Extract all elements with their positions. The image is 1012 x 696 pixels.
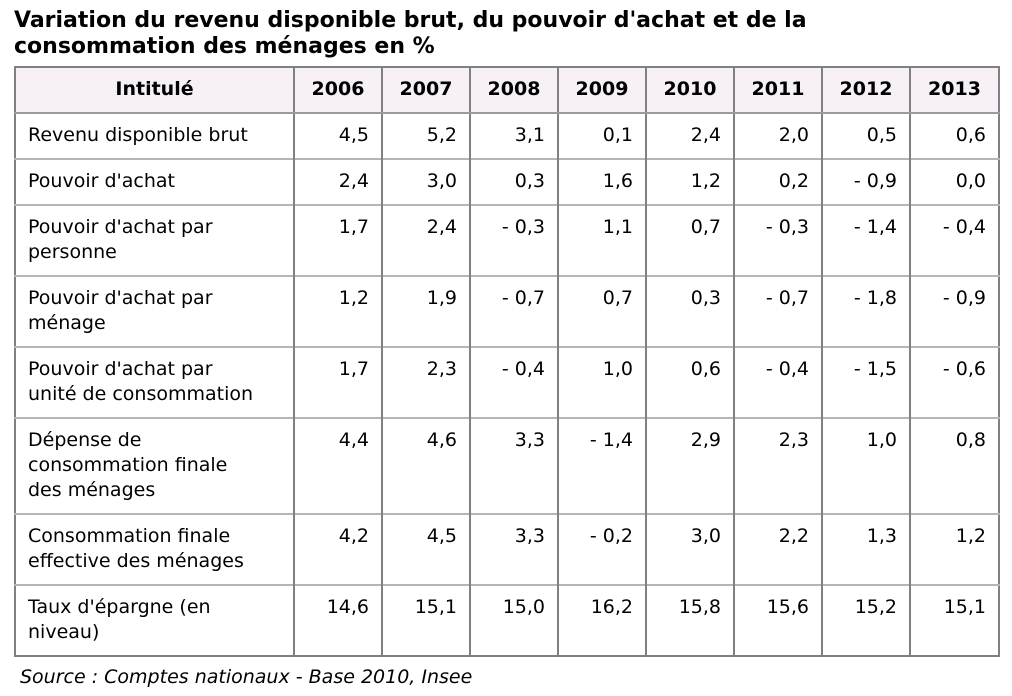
- table-row: Pouvoir d'achat par ménage 1,2 1,9 - 0,7…: [15, 275, 999, 347]
- table-cell: - 0,3: [469, 204, 558, 276]
- column-header-2009: 2009: [557, 67, 646, 114]
- table-cell: 15,1: [381, 584, 470, 656]
- table-cell: - 0,7: [469, 275, 558, 347]
- table-cell: - 1,4: [821, 204, 910, 276]
- table-cell: 15,2: [821, 584, 910, 656]
- table-cell: 1,0: [821, 417, 910, 514]
- table-cell: - 0,9: [909, 275, 999, 347]
- column-header-2013: 2013: [909, 67, 999, 114]
- table-cell: 15,8: [645, 584, 734, 656]
- table-cell: 1,6: [557, 158, 646, 205]
- table-cell: 0,1: [557, 113, 646, 159]
- table-cell: 0,7: [557, 275, 646, 347]
- table-cell: 4,5: [381, 513, 470, 585]
- row-label: Pouvoir d'achat par ménage: [15, 275, 294, 347]
- table-cell: 2,4: [645, 113, 734, 159]
- row-label: Taux d'épargne (en niveau): [15, 584, 294, 656]
- table-cell: 2,4: [293, 158, 382, 205]
- table-row: Pouvoir d'achat par personne 1,7 2,4 - 0…: [15, 204, 999, 276]
- table-cell: 2,4: [381, 204, 470, 276]
- table-cell: - 0,7: [733, 275, 822, 347]
- row-label: Consommation finale effective des ménage…: [15, 513, 294, 585]
- table-cell: - 1,8: [821, 275, 910, 347]
- table-row: Pouvoir d'achat par unité de consommatio…: [15, 346, 999, 418]
- page-title: Variation du revenu disponible brut, du …: [14, 8, 807, 59]
- table-cell: 0,2: [733, 158, 822, 205]
- table-cell: 4,4: [293, 417, 382, 514]
- table-cell: - 0,2: [557, 513, 646, 585]
- table-row: Pouvoir d'achat 2,4 3,0 0,3 1,6 1,2 0,2 …: [15, 158, 999, 205]
- table-cell: - 1,4: [557, 417, 646, 514]
- table-cell: 2,0: [733, 113, 822, 159]
- table-cell: 5,2: [381, 113, 470, 159]
- table-row: Consommation finale effective des ménage…: [15, 513, 999, 585]
- table-cell: 1,2: [293, 275, 382, 347]
- table-cell: - 0,4: [733, 346, 822, 418]
- table-cell: 2,3: [733, 417, 822, 514]
- table-cell: 3,3: [469, 417, 558, 514]
- table-cell: 1,9: [381, 275, 470, 347]
- table-cell: 1,1: [557, 204, 646, 276]
- table-cell: 15,1: [909, 584, 999, 656]
- column-header-2007: 2007: [381, 67, 470, 114]
- table-cell: 0,7: [645, 204, 734, 276]
- table-cell: 0,6: [909, 113, 999, 159]
- table-cell: 3,3: [469, 513, 558, 585]
- table-row: Revenu disponible brut 4,5 5,2 3,1 0,1 2…: [15, 113, 999, 159]
- table-cell: 0,5: [821, 113, 910, 159]
- table-cell: 16,2: [557, 584, 646, 656]
- table-cell: 4,5: [293, 113, 382, 159]
- column-header-intitule: Intitulé: [15, 67, 294, 114]
- table-cell: 0,0: [909, 158, 999, 205]
- table-row: Dépense de consommation finale des ménag…: [15, 417, 999, 514]
- table-row: Taux d'épargne (en niveau) 14,6 15,1 15,…: [15, 584, 999, 656]
- table-cell: 1,7: [293, 346, 382, 418]
- table-cell: - 0,3: [733, 204, 822, 276]
- table-cell: 1,7: [293, 204, 382, 276]
- table-cell: 3,1: [469, 113, 558, 159]
- table-cell: - 1,5: [821, 346, 910, 418]
- table-cell: 0,3: [645, 275, 734, 347]
- table-cell: 3,0: [645, 513, 734, 585]
- row-label: Revenu disponible brut: [28, 124, 248, 146]
- table-cell: 0,3: [469, 158, 558, 205]
- table-cell: 1,3: [821, 513, 910, 585]
- table-cell: 3,0: [381, 158, 470, 205]
- column-header-2008: 2008: [469, 67, 558, 114]
- table-cell: 2,2: [733, 513, 822, 585]
- table-cell: 4,6: [381, 417, 470, 514]
- column-header-2010: 2010: [645, 67, 734, 114]
- row-label: Pouvoir d'achat par unité de consommatio…: [15, 346, 294, 418]
- table-cell: 1,2: [645, 158, 734, 205]
- column-header-2011: 2011: [733, 67, 822, 114]
- table-cell: 1,2: [909, 513, 999, 585]
- source-caption: Source : Comptes nationaux - Base 2010, …: [20, 666, 473, 688]
- table-cell: 2,9: [645, 417, 734, 514]
- table-header-row: Intitulé 2006 2007 2008 2009 2010 2011 2…: [15, 67, 999, 114]
- row-label: Pouvoir d'achat: [15, 158, 294, 205]
- table-cell: 0,6: [645, 346, 734, 418]
- column-header-2006: 2006: [293, 67, 382, 114]
- statistics-table: Intitulé 2006 2007 2008 2009 2010 2011 2…: [14, 66, 1000, 657]
- table-cell: - 0,9: [821, 158, 910, 205]
- table-cell: - 0,6: [909, 346, 999, 418]
- table-cell: 1,0: [557, 346, 646, 418]
- column-header-2012: 2012: [821, 67, 910, 114]
- table-cell: 15,0: [469, 584, 558, 656]
- row-label: Dépense de consommation finale des ménag…: [15, 417, 294, 514]
- table-cell: - 0,4: [909, 204, 999, 276]
- table-cell: 4,2: [293, 513, 382, 585]
- table-cell: 15,6: [733, 584, 822, 656]
- table-cell: 14,6: [293, 584, 382, 656]
- table-cell: - 0,4: [469, 346, 558, 418]
- row-label: Pouvoir d'achat par personne: [15, 204, 294, 276]
- table-cell: 2,3: [381, 346, 470, 418]
- table-cell: 0,8: [909, 417, 999, 514]
